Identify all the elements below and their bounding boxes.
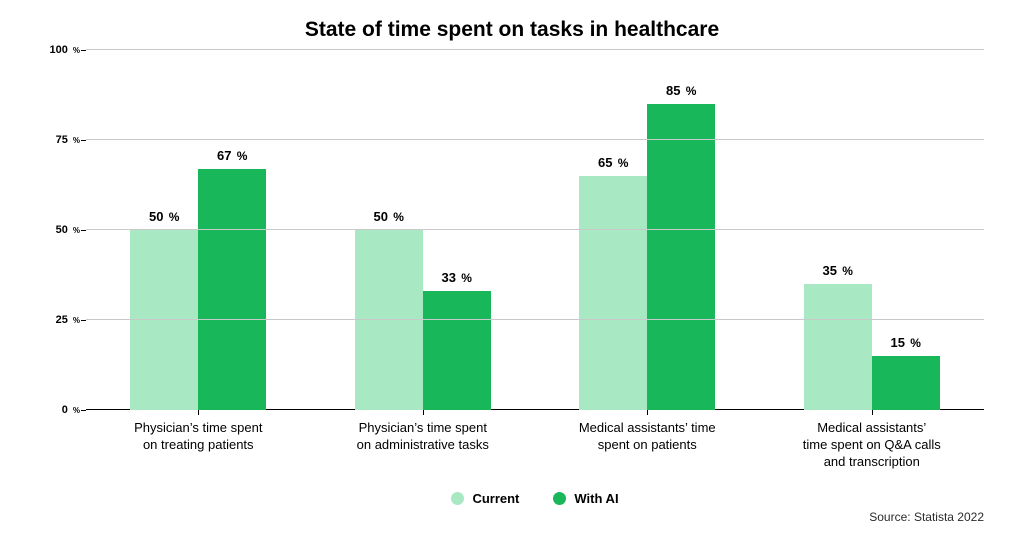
x-axis-label: Medical assistants’time spent on Q&A cal…: [760, 420, 985, 471]
plot: 50 %67 %50 %33 %65 %85 %35 %15 %: [86, 50, 984, 410]
x-axis-label: Physician’s time spenton administrative …: [311, 420, 536, 471]
bar-group: 65 %85 %: [535, 50, 760, 410]
gridline: [86, 229, 984, 230]
x-axis-label: Medical assistants’ timespent on patient…: [535, 420, 760, 471]
bar: 50 %: [130, 230, 198, 410]
bar: 50 %: [355, 230, 423, 410]
legend-label: Current: [472, 491, 519, 506]
y-tick-label: 75 %: [56, 134, 80, 146]
legend-swatch: [553, 492, 566, 505]
legend-label: With AI: [574, 491, 618, 506]
gridline: [86, 139, 984, 140]
bar-value-label: 67 %: [217, 148, 247, 163]
bar-value-label: 15 %: [891, 335, 921, 350]
legend-item: Current: [451, 491, 519, 506]
y-tick-label: 100 %: [49, 44, 80, 56]
bar: 35 %: [804, 284, 872, 410]
x-tickmark: [198, 410, 199, 415]
bar-value-label: 65 %: [598, 155, 628, 170]
bar-value-label: 50 %: [374, 209, 404, 224]
bar: 67 %: [198, 169, 266, 410]
bar: 85 %: [647, 104, 715, 410]
source-text: Source: Statista 2022: [869, 510, 984, 524]
y-tickmark: [81, 320, 86, 321]
bar: 15 %: [872, 356, 940, 410]
gridline: [86, 319, 984, 320]
bar: 33 %: [423, 291, 491, 410]
x-axis-labels: Physician’s time spenton treating patien…: [86, 420, 984, 471]
x-tickmark: [647, 410, 648, 415]
x-tickmark: [423, 410, 424, 415]
legend-swatch: [451, 492, 464, 505]
chart-title: State of time spent on tasks in healthca…: [40, 18, 984, 42]
x-tickmark: [872, 410, 873, 415]
y-axis: 0 %25 %50 %75 %100 %: [40, 50, 86, 410]
y-tickmark: [81, 230, 86, 231]
y-tick-label: 25 %: [56, 314, 80, 326]
bar-value-label: 33 %: [442, 270, 472, 285]
y-tick-label: 0 %: [62, 404, 80, 416]
bar-group: 50 %67 %: [86, 50, 311, 410]
legend: Current With AI: [86, 491, 984, 506]
bar-group: 35 %15 %: [760, 50, 985, 410]
bar-group: 50 %33 %: [311, 50, 536, 410]
gridline: [86, 49, 984, 50]
chart-container: State of time spent on tasks in healthca…: [0, 0, 1024, 538]
y-tickmark: [81, 410, 86, 411]
bar: 65 %: [579, 176, 647, 410]
legend-item: With AI: [553, 491, 618, 506]
bar-value-label: 50 %: [149, 209, 179, 224]
y-tickmark: [81, 140, 86, 141]
bar-value-label: 35 %: [823, 263, 853, 278]
x-axis-label: Physician’s time spenton treating patien…: [86, 420, 311, 471]
y-tickmark: [81, 50, 86, 51]
bars-row: 50 %67 %50 %33 %65 %85 %35 %15 %: [86, 50, 984, 410]
y-tick-label: 50 %: [56, 224, 80, 236]
plot-area: 0 %25 %50 %75 %100 % 50 %67 %50 %33 %65 …: [40, 50, 984, 410]
bar-value-label: 85 %: [666, 83, 696, 98]
